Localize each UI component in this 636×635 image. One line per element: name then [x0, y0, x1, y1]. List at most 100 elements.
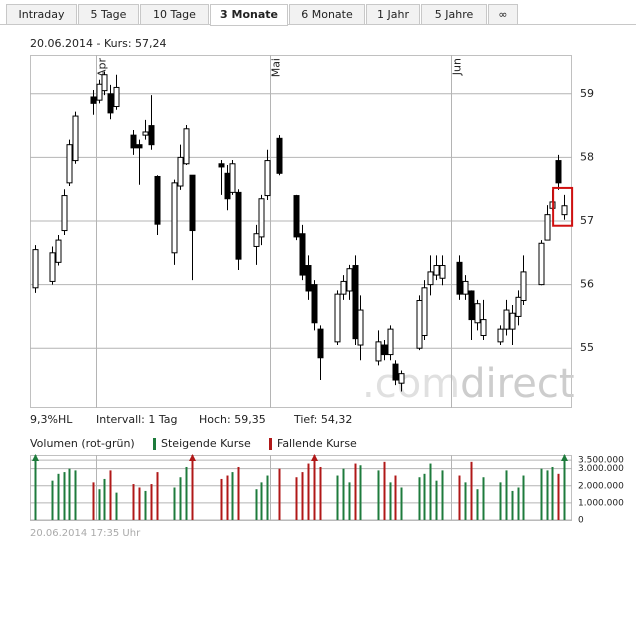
volume-bar [231, 472, 234, 520]
candle-body [468, 290, 475, 321]
volume-bar [470, 461, 473, 520]
candle-body [136, 144, 143, 149]
volume-bar [144, 490, 147, 520]
volume-bar [266, 475, 269, 520]
y-tick-label: 58 [580, 150, 594, 163]
candle-body [503, 309, 510, 330]
y-tick-label: 57 [580, 214, 594, 227]
candle-body [49, 252, 56, 282]
candle-body [96, 83, 103, 101]
volume-bar [307, 463, 310, 520]
x-tick-label: Apr [96, 58, 109, 78]
stat: 9,3%HL [30, 413, 73, 426]
candle-body [421, 287, 428, 336]
tab[interactable] [78, 4, 139, 25]
volume-bar [505, 470, 508, 520]
candle-body [381, 344, 388, 356]
y-tick-label: 1.000.000 [578, 498, 624, 508]
candle-body [101, 74, 108, 92]
candle-body [340, 280, 347, 295]
candle-body [130, 134, 137, 149]
candle-body [439, 265, 446, 279]
volume-bar [92, 482, 95, 520]
volume-bar [74, 470, 77, 520]
watermark-part: .com [362, 361, 460, 407]
overflow-arrow [561, 454, 568, 461]
candle-body [264, 160, 271, 197]
tab-label[interactable]: Intraday [18, 8, 65, 21]
volume-bar [336, 475, 339, 520]
volume-bar [563, 455, 566, 520]
y-tick-label: 3.000.000 [578, 464, 624, 474]
volume-bar [226, 475, 229, 520]
candle-body [293, 195, 300, 238]
volume-bar [540, 468, 543, 520]
volume-bar [423, 473, 426, 520]
candle-body [392, 363, 399, 381]
volume-bar [57, 473, 60, 520]
tab[interactable] [210, 4, 288, 26]
volume-bar [185, 466, 188, 520]
x-tick-label: Jun [451, 58, 464, 76]
tab[interactable] [488, 4, 518, 25]
volume-bar [354, 463, 357, 520]
candle-body [509, 312, 516, 330]
volume-bar [301, 472, 304, 520]
tab-label[interactable]: 3 Monate [220, 8, 278, 21]
volume-bar [359, 465, 362, 520]
candle-body [72, 115, 79, 162]
volume-bar [103, 478, 106, 520]
tab-label[interactable]: 5 Tage [91, 8, 127, 21]
tab[interactable] [140, 4, 209, 25]
volume-bar [418, 477, 421, 520]
tab-label[interactable]: 6 Monate [301, 8, 353, 21]
volume-bar [237, 466, 240, 520]
volume-bar [348, 482, 351, 520]
tab[interactable] [6, 4, 77, 25]
candle-body [66, 144, 73, 184]
volume-bar [156, 472, 159, 520]
tab[interactable] [421, 4, 487, 25]
last-price-highlight [552, 186, 574, 227]
volume-bar [150, 484, 153, 520]
x-tick-label: Mai [270, 58, 283, 77]
tab-label[interactable]: 10 Tage [153, 8, 196, 21]
volume-bar [441, 470, 444, 520]
tab-label[interactable]: 1 Jahr [377, 8, 409, 21]
candle-body [229, 163, 236, 193]
y-tick-label: 0 [578, 516, 584, 526]
volume-bar [511, 490, 514, 520]
watermark-part: direct [460, 361, 574, 407]
volume-bar [63, 472, 66, 520]
volume-bar [557, 473, 560, 520]
candle-body [375, 341, 382, 362]
volume-bar [109, 470, 112, 520]
tab-label[interactable]: ∞ [498, 8, 507, 21]
legend-label: Steigende Kurse [161, 437, 251, 450]
tab-bar: Intraday 5 Tage 10 Tage 3 Monate 6 Monate 1 J… [6, 4, 518, 26]
candle-body [317, 328, 324, 359]
y-tick-label: 3.500.000 [578, 456, 624, 466]
y-tick-label: 2.000.000 [578, 481, 624, 491]
candle-body [474, 303, 481, 324]
candle-body [433, 265, 440, 276]
tab[interactable] [366, 4, 420, 25]
candle-body [538, 242, 545, 286]
candle-body [561, 205, 568, 216]
volume-bar [220, 478, 223, 520]
candle-body [253, 233, 260, 247]
tab[interactable] [289, 4, 365, 25]
volume-bar [173, 487, 176, 520]
candle-body [398, 373, 405, 384]
overflow-arrow [189, 454, 196, 461]
candle-body [462, 280, 469, 295]
candle-body [113, 86, 120, 108]
volume-bar [68, 468, 71, 520]
volume-bar [377, 470, 380, 520]
candle-body [177, 156, 184, 187]
tab-label[interactable]: 5 Jahre [435, 8, 474, 21]
legend-swatch [153, 438, 156, 450]
volume-bar [51, 480, 54, 520]
